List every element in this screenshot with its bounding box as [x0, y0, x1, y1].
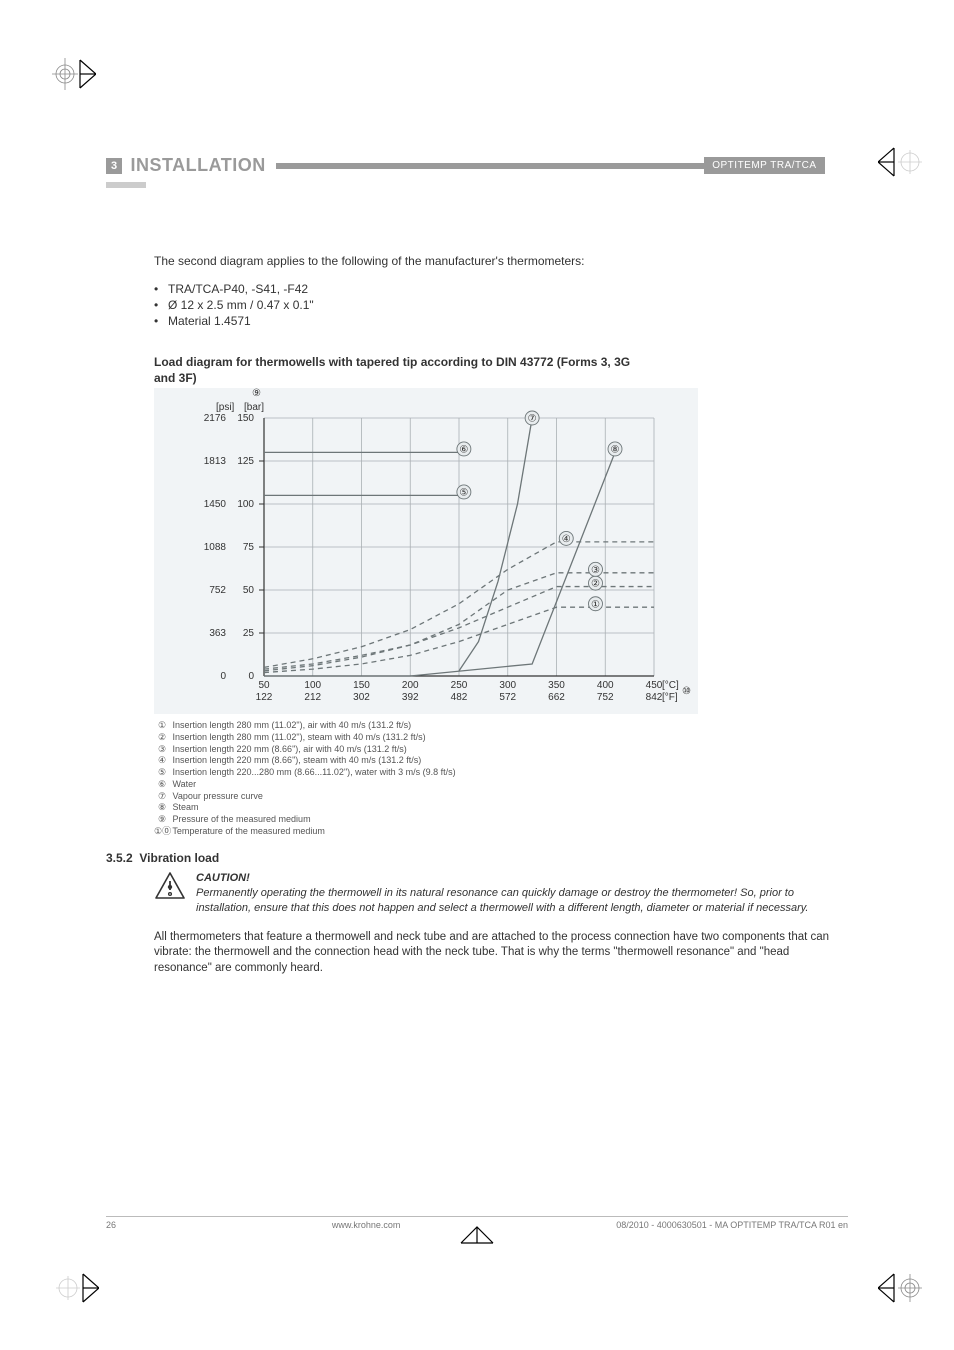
- svg-text:572: 572: [499, 692, 516, 703]
- svg-text:100: 100: [304, 680, 321, 691]
- svg-text:450: 450: [646, 680, 663, 691]
- registration-mark: [52, 52, 96, 96]
- caution-icon: [154, 871, 186, 901]
- product-badge: OPTITEMP TRA/TCA: [704, 157, 824, 174]
- svg-text:400: 400: [597, 680, 614, 691]
- body-paragraph: All thermometers that feature a thermowe…: [154, 930, 844, 977]
- svg-text:842: 842: [646, 692, 663, 703]
- list-item: TRA/TCA-P40, -S41, -F42: [154, 282, 848, 296]
- svg-text:25: 25: [243, 628, 255, 639]
- svg-text:75: 75: [243, 542, 255, 553]
- svg-text:122: 122: [256, 692, 273, 703]
- svg-text:50: 50: [243, 585, 255, 596]
- page-footer: 26 www.krohne.com 08/2010 - 4000630501 -…: [106, 1216, 848, 1230]
- svg-text:662: 662: [548, 692, 565, 703]
- svg-text:100: 100: [237, 499, 254, 510]
- svg-text:②: ②: [591, 579, 600, 590]
- header-tail: [106, 182, 146, 188]
- header-bar: [276, 163, 704, 169]
- svg-text:⑧: ⑧: [611, 445, 620, 456]
- registration-mark: [878, 1266, 922, 1310]
- svg-text:200: 200: [402, 680, 419, 691]
- svg-text:482: 482: [451, 692, 468, 703]
- svg-text:150: 150: [353, 680, 370, 691]
- caution-heading: CAUTION!: [196, 871, 848, 886]
- caution-block: CAUTION! Permanently operating the therm…: [154, 871, 848, 916]
- svg-text:0: 0: [220, 671, 226, 682]
- svg-text:752: 752: [597, 692, 614, 703]
- svg-text:250: 250: [451, 680, 468, 691]
- subsection-heading: 3.5.2 Vibration load: [106, 851, 848, 865]
- chart-title: Load diagram for thermowells with tapere…: [154, 354, 848, 386]
- spec-list: TRA/TCA-P40, -S41, -F42 Ø 12 x 2.5 mm / …: [154, 282, 848, 328]
- load-diagram-chart: [psi] [bar] ⑨ 0 0 25 363 50 752 75 1088 100 1450 125 1…: [154, 388, 698, 714]
- svg-text:363: 363: [209, 628, 226, 639]
- svg-text:④: ④: [562, 534, 571, 545]
- svg-text:212: 212: [304, 692, 321, 703]
- svg-text:①: ①: [591, 600, 600, 611]
- footer-doc: 08/2010 - 4000630501 - MA OPTITEMP TRA/T…: [616, 1220, 848, 1230]
- svg-text:392: 392: [402, 692, 419, 703]
- page-title: INSTALLATION: [130, 155, 265, 176]
- registration-mark: [55, 1266, 99, 1310]
- svg-text:[bar]: [bar]: [244, 402, 264, 413]
- svg-text:⑨: ⑨: [252, 388, 261, 399]
- svg-text:752: 752: [209, 585, 226, 596]
- svg-text:350: 350: [548, 680, 565, 691]
- svg-text:50: 50: [258, 680, 270, 691]
- registration-mark: [878, 140, 922, 184]
- svg-text:1088: 1088: [204, 542, 227, 553]
- svg-text:⑩: ⑩: [682, 686, 691, 697]
- page-number: 26: [106, 1220, 116, 1230]
- svg-text:1450: 1450: [204, 499, 227, 510]
- svg-text:2176: 2176: [204, 413, 227, 424]
- section-number-badge: 3: [106, 158, 122, 174]
- svg-text:300: 300: [499, 680, 516, 691]
- svg-text:③: ③: [591, 565, 600, 576]
- list-item: Ø 12 x 2.5 mm / 0.47 x 0.1": [154, 298, 848, 312]
- caution-body: Permanently operating the thermowell in …: [196, 886, 848, 916]
- svg-text:125: 125: [237, 456, 254, 467]
- svg-text:0: 0: [248, 671, 254, 682]
- svg-text:[psi]: [psi]: [216, 402, 235, 413]
- svg-text:⑤: ⑤: [459, 488, 468, 499]
- svg-text:302: 302: [353, 692, 370, 703]
- chart-legend: ① Insertion length 280 mm (11.02"), air …: [154, 720, 848, 837]
- svg-text:⑥: ⑥: [459, 445, 468, 456]
- list-item: Material 1.4571: [154, 314, 848, 328]
- page-header: 3 INSTALLATION OPTITEMP TRA/TCA: [106, 155, 848, 194]
- svg-text:⑦: ⑦: [528, 414, 537, 425]
- footer-site: www.krohne.com: [332, 1220, 401, 1230]
- svg-text:150: 150: [237, 413, 254, 424]
- svg-text:[°C]: [°C]: [662, 680, 679, 691]
- svg-text:1813: 1813: [204, 456, 227, 467]
- intro-text: The second diagram applies to the follow…: [154, 254, 848, 268]
- svg-text:[°F]: [°F]: [662, 692, 678, 703]
